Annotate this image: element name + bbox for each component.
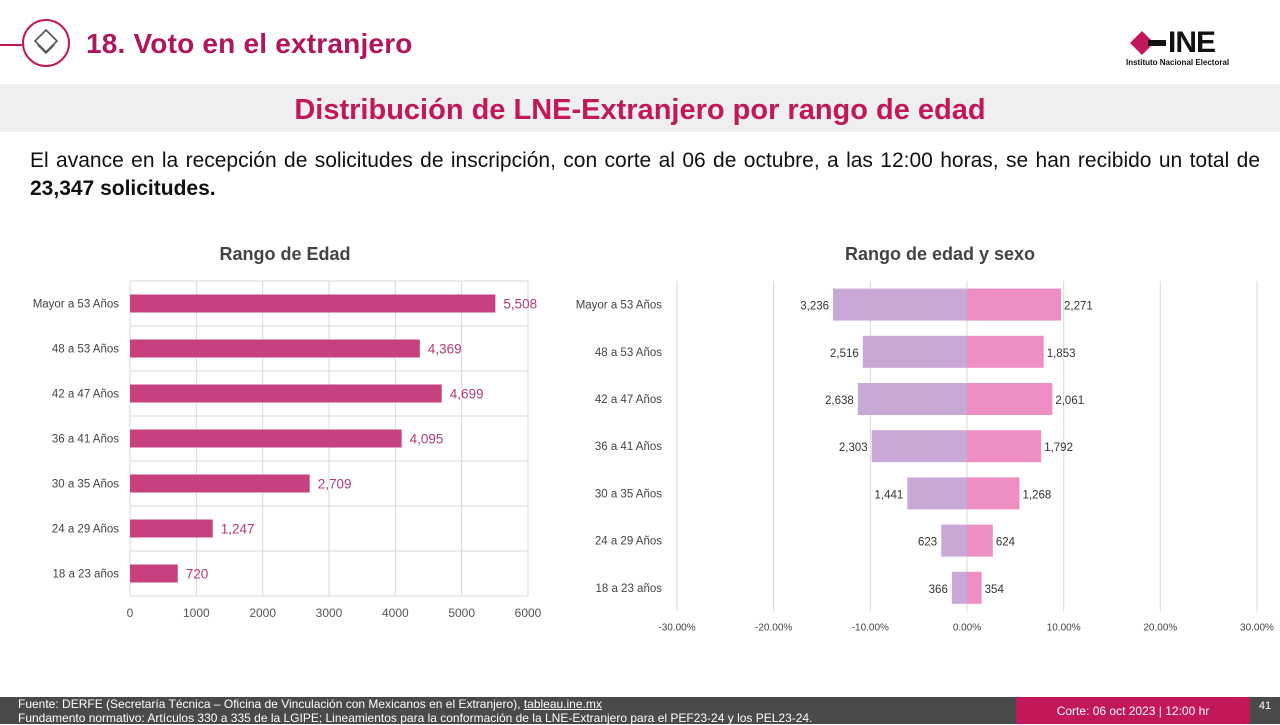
category-label: 18 a 23 años	[595, 583, 662, 595]
category-label: 42 a 47 Años	[595, 394, 662, 406]
category-label: Mayor a 53 Años	[576, 300, 663, 312]
x-tick-label: -10.00%	[852, 622, 889, 633]
bar	[130, 384, 442, 403]
footer-source-link[interactable]: tableau.ine.mx	[523, 697, 602, 711]
bar-left	[862, 335, 967, 368]
section-title: 18. Voto en el extranjero	[86, 28, 413, 59]
bar	[130, 474, 310, 493]
bar	[130, 429, 402, 448]
category-label: 18 a 23 años	[52, 569, 119, 581]
x-tick-label: 1000	[183, 606, 210, 620]
bar-right	[967, 335, 1044, 368]
page-title: Distribución de LNE-Extranjero por rango…	[294, 94, 986, 126]
data-label-right: 354	[985, 584, 1005, 596]
bar	[130, 294, 496, 313]
category-label: 24 a 29 Años	[52, 524, 119, 536]
bar-right	[967, 288, 1062, 321]
x-tick-label: 3000	[316, 606, 343, 620]
chart2-title: Rango de edad y sexo	[844, 244, 1036, 264]
data-label-left: 3,236	[800, 301, 829, 313]
data-label-left: 366	[929, 584, 948, 596]
footer-date: Corte: 06 oct 2023 | 12:00 hr	[1056, 704, 1210, 718]
data-label-left: 2,516	[830, 348, 859, 360]
ine-logo-text: INE	[1168, 26, 1216, 59]
bar-right	[967, 524, 993, 557]
ine-logo-subtitle: Instituto Nacional Electoral	[1126, 58, 1230, 67]
x-tick-label: -30.00%	[658, 622, 695, 633]
category-label: 48 a 53 Años	[595, 347, 662, 359]
category-label: 30 a 35 Años	[595, 488, 662, 500]
data-label: 4,699	[450, 387, 484, 402]
data-label-left: 2,638	[825, 395, 854, 407]
category-label: 36 a 41 Años	[595, 441, 662, 453]
x-tick-label: 0	[127, 606, 134, 620]
data-label: 720	[186, 567, 209, 582]
bar	[130, 519, 213, 538]
bar-left	[951, 571, 967, 604]
ine-logo: INE Instituto Nacional Electoral	[1126, 26, 1252, 70]
bar-right	[967, 477, 1020, 510]
data-label: 2,709	[318, 477, 352, 492]
data-label-right: 624	[996, 537, 1016, 549]
x-tick-label: 20.00%	[1143, 622, 1177, 633]
category-label: 36 a 41 Años	[52, 434, 119, 446]
category-label: 48 a 53 Años	[52, 344, 119, 356]
data-label-right: 1,268	[1023, 489, 1052, 501]
bar	[130, 339, 420, 358]
data-label-right: 2,271	[1064, 301, 1093, 313]
x-tick-label: 5000	[448, 606, 475, 620]
data-label-right: 1,853	[1047, 348, 1076, 360]
title-banner: Distribución de LNE-Extranjero por rango…	[0, 84, 1280, 132]
x-tick-label: 2000	[249, 606, 276, 620]
bar-left	[857, 383, 967, 415]
footer-legal-basis: Fundamento normativo: Artículos 330 a 33…	[18, 711, 813, 725]
data-label-left: 2,303	[839, 442, 868, 454]
data-label: 4,369	[428, 342, 462, 357]
data-label: 5,508	[503, 297, 537, 312]
bar-right	[967, 383, 1053, 415]
intro-highlight: 23,347 solicitudes	[30, 177, 210, 200]
page-number: 41	[1258, 700, 1272, 712]
ine-diamond-icon	[1130, 31, 1166, 55]
footer-date-box	[1016, 697, 1250, 724]
category-label: 30 a 35 Años	[52, 479, 119, 491]
x-tick-label: 0.00%	[953, 622, 981, 633]
data-label: 1,247	[221, 522, 255, 537]
category-label: 24 a 29 Años	[595, 536, 662, 548]
intro-text: El avance en la recepción de solicitudes…	[30, 149, 1260, 172]
x-tick-label: 4000	[382, 606, 409, 620]
data-label-right: 2,061	[1055, 395, 1084, 407]
bar-left	[871, 430, 967, 463]
diamond-icon	[33, 28, 59, 55]
section-icon	[22, 19, 70, 67]
bar-left	[941, 524, 967, 557]
x-tick-label: 30.00%	[1240, 622, 1274, 633]
x-tick-label: 10.00%	[1047, 622, 1081, 633]
footer-source-text: Fuente: DERFE (Secretaría Técnica – Ofic…	[18, 697, 524, 711]
chart1-title: Rango de Edad	[219, 244, 351, 264]
bar-left	[833, 288, 967, 321]
data-label: 4,095	[410, 432, 444, 447]
bar-right	[967, 571, 982, 604]
data-label-left: 1,441	[875, 489, 904, 501]
bar-right	[967, 430, 1042, 463]
intro-paragraph: El avance en la recepción de solicitudes…	[30, 147, 1260, 203]
x-tick-label: 6000	[515, 606, 542, 620]
bar-left	[907, 477, 967, 510]
bar	[130, 564, 178, 583]
category-label: Mayor a 53 Años	[33, 299, 120, 311]
data-label-left: 623	[918, 537, 937, 549]
data-label-right: 1,792	[1044, 442, 1073, 454]
header-accent-line	[0, 44, 22, 46]
x-tick-label: -20.00%	[755, 622, 792, 633]
category-label: 42 a 47 Años	[52, 389, 119, 401]
footer-source: Fuente: DERFE (Secretaría Técnica – Ofic…	[18, 697, 602, 711]
intro-period: .	[209, 177, 216, 200]
